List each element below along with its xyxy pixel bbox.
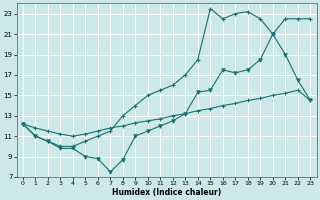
X-axis label: Humidex (Indice chaleur): Humidex (Indice chaleur) (112, 188, 221, 197)
